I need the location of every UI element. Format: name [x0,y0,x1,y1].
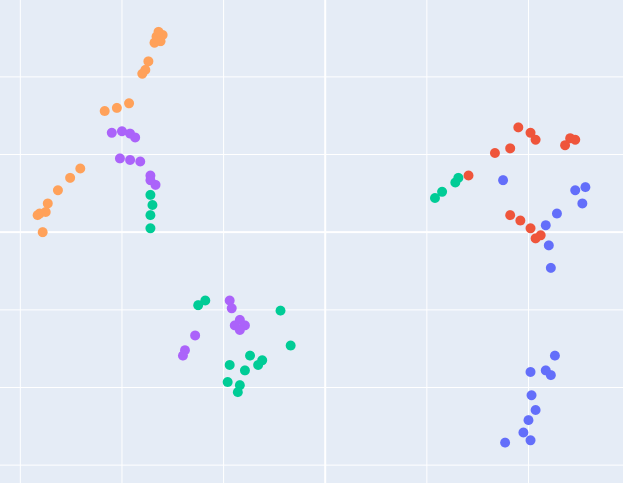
point [513,122,524,133]
point [193,300,204,311]
point [570,134,581,145]
point [505,143,516,154]
point [239,365,250,376]
point [153,26,164,37]
point [222,377,233,388]
point [145,175,156,186]
point [543,240,554,251]
point [530,134,541,145]
point [498,175,509,186]
point [515,215,526,226]
point [147,200,158,211]
point [114,153,125,164]
point [530,405,541,416]
point [257,355,268,366]
point [437,186,448,197]
point [453,172,464,183]
point [523,415,534,426]
point [149,37,160,48]
point [111,102,122,113]
point [137,68,148,79]
point [577,198,588,209]
point [190,330,201,341]
point [135,156,146,167]
point [40,206,51,217]
point [232,387,243,398]
point [540,220,551,231]
point [52,185,63,196]
point [545,370,556,381]
point [145,189,156,200]
point [143,56,154,67]
point [106,127,117,138]
point [525,435,536,446]
point [145,223,156,234]
point [124,98,135,109]
point [234,325,245,336]
point [489,147,500,158]
point [285,340,296,351]
point [145,210,156,221]
point [518,427,529,438]
point [177,350,188,361]
point [224,359,235,370]
point [505,210,516,221]
point [42,198,53,209]
point [570,185,581,196]
point [535,230,546,241]
point [125,154,136,165]
point [549,350,560,361]
point [65,172,76,183]
point [525,366,536,377]
point [525,223,536,234]
point [116,126,127,137]
point [200,295,211,306]
point [463,170,474,181]
point [75,163,86,174]
point [99,106,110,117]
point [224,295,235,306]
point [275,305,286,316]
point [37,227,48,238]
point [551,208,562,219]
point [429,193,440,204]
point [526,390,537,401]
point [500,437,511,448]
point [525,127,536,138]
point [32,210,43,221]
point [130,132,141,143]
point [245,350,256,361]
point [560,140,571,151]
point [226,303,237,314]
point [580,182,591,193]
point [545,262,556,273]
